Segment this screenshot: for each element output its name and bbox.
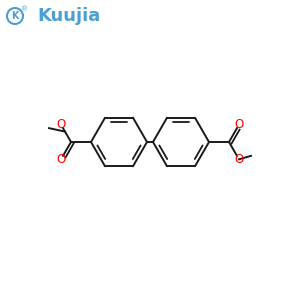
Text: K: K <box>11 11 19 21</box>
Text: O: O <box>234 153 244 166</box>
Text: O: O <box>56 118 66 131</box>
Text: O: O <box>234 118 244 131</box>
Text: Kuujia: Kuujia <box>37 7 100 25</box>
Text: O: O <box>56 153 66 166</box>
Text: ®: ® <box>21 6 28 12</box>
